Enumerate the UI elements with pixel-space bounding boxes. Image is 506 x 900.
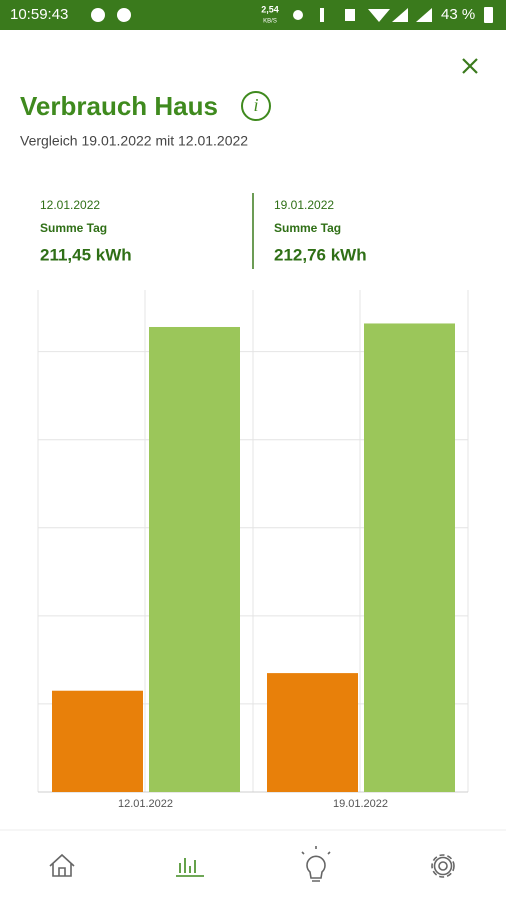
plot-frame	[37, 290, 469, 792]
summary: 12.01.2022 Summe Tag 211,45 kWh 19.01.2022 S…	[40, 198, 367, 264]
bar	[149, 326, 240, 792]
status-icon	[117, 8, 131, 22]
page-title: Verbrauch Haus	[20, 91, 218, 121]
bar	[52, 690, 143, 792]
status-bar	[0, 0, 506, 30]
summary-label: Summe Tag	[274, 221, 341, 235]
page-subtitle: Vergleich 19.01.2022 mit 12.01.2022	[20, 133, 248, 149]
summary-label: Summe Tag	[40, 221, 107, 235]
chart: 12.01.2022 19.01.2022	[37, 290, 469, 810]
status-icons	[293, 7, 493, 23]
nav-tips[interactable]	[301, 846, 331, 882]
network-unit: KB/S	[263, 19, 277, 25]
x-tick-label: 12.01.2022	[118, 798, 173, 810]
close-button[interactable]	[462, 58, 478, 74]
battery-level: 43 %	[441, 6, 475, 23]
bar	[267, 673, 358, 792]
summary-date: 12.01.2022	[40, 198, 100, 212]
network-speed: 2,54	[261, 4, 279, 14]
summary-value: 211,45 kWh	[40, 245, 132, 264]
status-time: 10:59:43	[10, 6, 68, 23]
summary-value: 212,76 kWh	[274, 245, 367, 264]
info-button[interactable]: i	[241, 91, 271, 121]
summary-date: 19.01.2022	[274, 198, 334, 212]
nav-settings[interactable]	[431, 854, 455, 878]
bar	[364, 323, 455, 792]
x-tick-label: 19.01.2022	[333, 798, 388, 810]
nav-home[interactable]	[49, 853, 75, 877]
svg-text:i: i	[253, 95, 258, 115]
nav-chart[interactable]	[176, 858, 204, 877]
bottom-nav	[49, 846, 455, 882]
status-icon	[91, 8, 105, 22]
